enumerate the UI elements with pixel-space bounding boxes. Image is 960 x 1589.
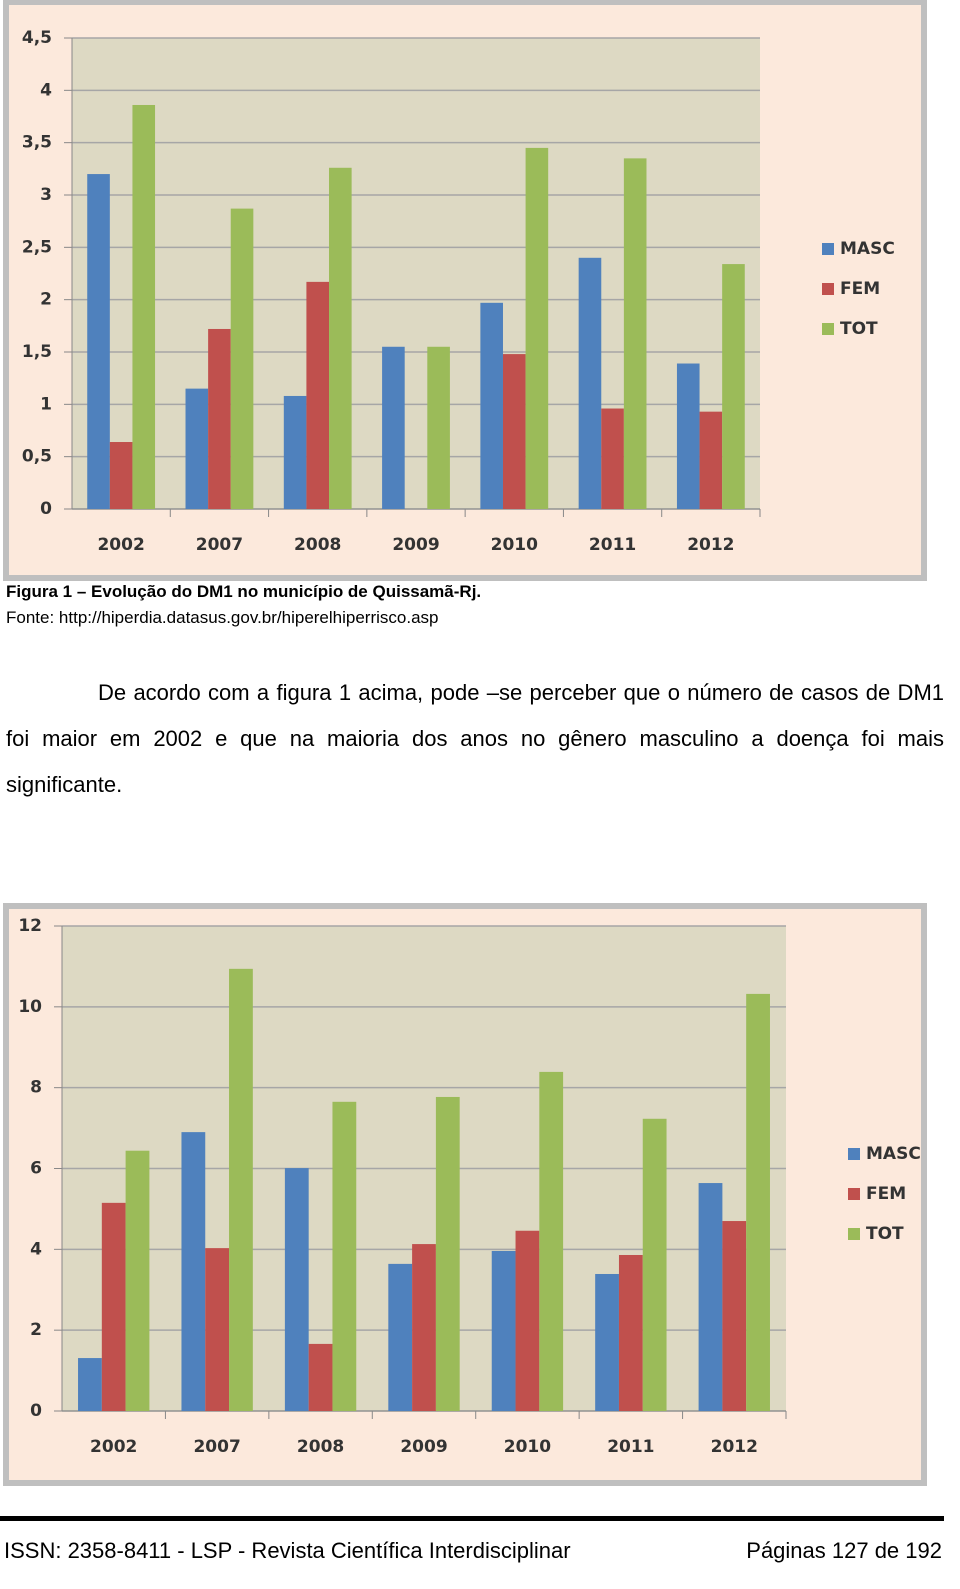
bar [435,1096,460,1411]
bar [306,281,330,509]
bar [601,408,624,509]
legend-label: MASC [840,239,895,259]
bar [623,158,647,509]
legend-swatch [848,1228,860,1240]
x-tick-label: 2012 [687,535,734,555]
x-tick-label: 2008 [294,535,341,555]
y-tick-label: 6 [30,1159,42,1179]
bar [746,993,770,1411]
x-tick-label: 2007 [196,535,243,555]
bar [132,104,156,509]
bar [229,968,253,1411]
bar [480,302,503,509]
footer-right: Páginas 127 de 192 [746,1538,942,1563]
paragraph-text: De acordo com a figura 1 acima, pode –se… [6,680,944,797]
x-tick-label: 2008 [297,1437,344,1457]
legend-label: FEM [866,1184,906,1204]
figure-caption: Figura 1 – Evolução do DM1 no município … [6,582,482,601]
figure-source: Fonte: http://hiperdia.datasus.gov.br/hi… [6,608,439,627]
y-tick-label: 2 [30,1320,42,1340]
bar [332,1101,357,1411]
y-tick-label: 1 [40,394,52,414]
x-tick-label: 2009 [392,535,439,555]
paragraph: De acordo com a figura 1 acima, pode –se… [6,670,944,808]
y-tick-label: 0 [30,1401,42,1421]
x-tick-label: 2002 [90,1437,137,1457]
bar [539,1071,564,1411]
y-tick-label: 8 [30,1078,42,1098]
bar [618,1254,643,1411]
footer-left: ISSN: 2358-8411 - LSP - Revista Científi… [4,1538,571,1563]
chart: 0 2 4 6 8 10 12 2002 2007 2008 2009 2010 2011 2012 MAS… [3,903,927,1486]
legend-swatch [822,283,834,295]
y-tick-label: 3 [40,185,52,205]
bar [427,346,450,509]
x-tick-label: 2007 [193,1437,240,1457]
bar [329,167,352,509]
legend-swatch [848,1188,860,1200]
bar [283,395,307,509]
bar [185,388,209,509]
y-tick-label: 4 [40,80,52,100]
bar [230,208,254,509]
x-tick-label: 2010 [504,1437,551,1457]
bar [284,1168,309,1411]
bar [722,1221,747,1411]
bar [525,147,549,509]
legend-swatch [848,1148,860,1160]
x-tick-label: 2009 [400,1437,447,1457]
y-tick-label: 4,5 [22,28,52,48]
legend-label: TOT [840,319,878,339]
bar [698,1183,723,1411]
footer-rule [0,1516,944,1521]
bar [78,1358,102,1411]
bar [109,442,133,509]
x-tick-label: 2012 [711,1437,758,1457]
y-tick-label: 2 [40,290,52,310]
y-tick-label: 3,5 [22,133,52,153]
legend-label: TOT [866,1224,904,1244]
x-tick-label: 2011 [607,1437,654,1457]
x-tick-label: 2002 [97,535,144,555]
bar [382,346,405,509]
bar [578,257,602,509]
bar [595,1273,619,1411]
bar [181,1132,206,1411]
chart: 0 0,5 1 1,5 2 2,5 3 3,5 4 4,5 2002 2007 2008 2009 2010… [3,0,927,581]
plot-area [72,38,760,509]
bar [515,1230,540,1411]
y-tick-label: 4 [30,1239,42,1259]
legend-swatch [822,323,834,335]
bar [308,1343,333,1411]
bar [699,411,723,509]
y-tick-label: 10 [18,997,42,1017]
bar [388,1263,413,1411]
y-tick-label: 0,5 [22,447,52,467]
bar [502,354,526,509]
legend-label: MASC [866,1144,921,1164]
bar [491,1250,516,1411]
bar [125,1150,150,1411]
bar [722,264,745,509]
bar [412,1244,436,1411]
bar [208,328,231,509]
x-tick-label: 2010 [491,535,538,555]
legend-swatch [822,243,834,255]
x-tick-label: 2011 [589,535,636,555]
y-tick-label: 0 [40,499,52,519]
bar [205,1248,230,1411]
bar [87,174,110,510]
bar [642,1118,667,1411]
y-tick-label: 2,5 [22,237,52,257]
bar [676,363,700,509]
bar [101,1202,126,1411]
y-tick-label: 1,5 [22,342,52,362]
y-tick-label: 12 [18,916,42,936]
legend-label: FEM [840,279,880,299]
